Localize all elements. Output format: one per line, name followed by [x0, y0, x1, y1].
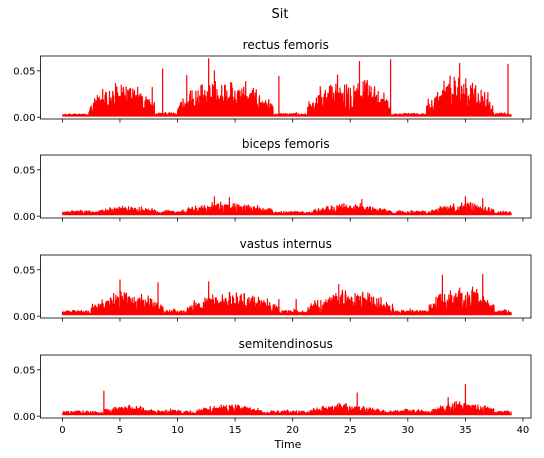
- axes-frame: [40, 55, 532, 120]
- chart-title: Sit: [272, 7, 289, 22]
- subplot-3: vastus internus 0.00 0.05: [13, 237, 532, 323]
- x-tick-label: 20: [286, 425, 299, 436]
- x-tick-label: 25: [344, 425, 357, 436]
- axes-frame: [40, 354, 532, 419]
- axes-frame: [40, 254, 532, 319]
- subplot-title: vastus internus: [240, 237, 332, 251]
- y-tick-label: 0.00: [13, 312, 35, 323]
- series-line: [61, 196, 512, 216]
- subplot-4: semitendinosus 0.00 0.05 0 5 10 15 20 25 30 35 40: [13, 337, 532, 436]
- y-tick-label: 0.00: [13, 113, 35, 124]
- y-tick-label: 0.05: [13, 266, 35, 277]
- series-line: [61, 273, 512, 316]
- series-line: [61, 384, 512, 416]
- x-tick-label: 35: [459, 425, 472, 436]
- subplot-1: rectus femoris 0.00 0.05: [13, 38, 532, 124]
- x-tick-label: 15: [229, 425, 242, 436]
- y-tick-label: 0.05: [13, 366, 35, 377]
- x-tick-label: 30: [401, 425, 414, 436]
- y-tick-label: 0.05: [13, 166, 35, 177]
- subplot-2: biceps femoris 0.00 0.05: [13, 137, 532, 223]
- x-tick-label: 5: [117, 425, 123, 436]
- x-tick-label: 10: [171, 425, 184, 436]
- subplot-title: rectus femoris: [243, 38, 329, 52]
- series-line: [61, 58, 512, 117]
- x-tick-label: 0: [59, 425, 65, 436]
- y-tick-label: 0.00: [13, 212, 35, 223]
- axes-frame: [40, 154, 532, 219]
- x-axis-label: Time: [274, 438, 302, 451]
- y-tick-label: 0.00: [13, 412, 35, 423]
- x-tick-label: 40: [517, 425, 530, 436]
- subplot-title: semitendinosus: [239, 337, 333, 351]
- y-tick-label: 0.05: [13, 67, 35, 78]
- subplot-title: biceps femoris: [242, 137, 330, 151]
